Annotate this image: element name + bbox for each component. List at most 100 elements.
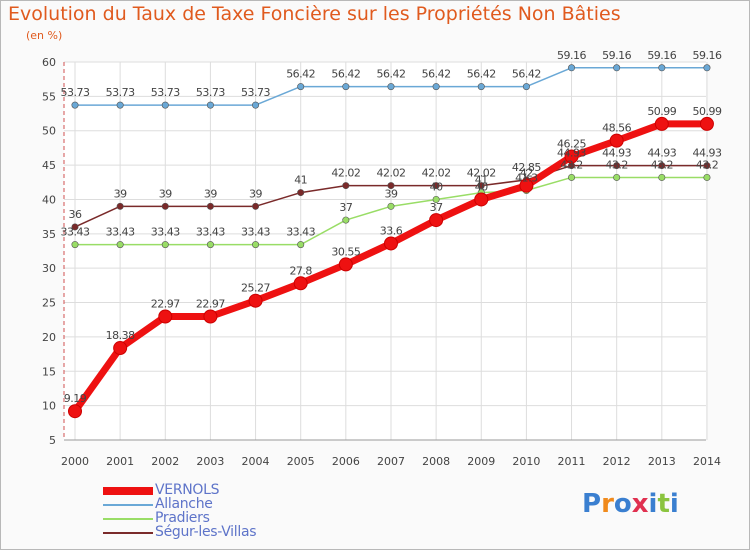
data-point-pradiers — [252, 241, 260, 249]
data-point-vernols — [474, 192, 489, 207]
data-point-segur-les-villas — [703, 162, 711, 170]
data-point-pradiers — [297, 241, 305, 249]
y-tick-label: 10 — [42, 400, 56, 413]
data-label-segur-les-villas: 39 — [114, 187, 127, 200]
data-label-vernols: 46.25 — [557, 138, 586, 151]
data-label-allanche: 59.16 — [557, 49, 586, 62]
legend-label-vernols: VERNOLS — [155, 482, 220, 498]
y-tick-label: 50 — [42, 125, 56, 138]
data-point-vernols — [654, 116, 669, 131]
data-point-pradiers — [613, 173, 621, 181]
data-label-vernols: 33.6 — [380, 224, 403, 237]
data-point-allanche — [477, 83, 485, 91]
data-label-vernols: 42 — [520, 167, 533, 180]
data-point-pradiers — [206, 241, 214, 249]
legend-swatch-segur — [103, 532, 153, 534]
legend-swatch-vernols — [103, 487, 153, 495]
data-label-segur-les-villas: 44.93 — [602, 147, 631, 160]
data-label-segur-les-villas: 44.93 — [647, 147, 676, 160]
data-label-allanche: 59.16 — [692, 49, 721, 62]
data-label-vernols: 50.99 — [692, 105, 721, 118]
data-point-allanche — [613, 64, 621, 72]
unit-label: (en %) — [26, 29, 63, 42]
data-label-segur-les-villas: 42.02 — [467, 167, 496, 180]
y-tick-label: 20 — [42, 331, 56, 344]
data-point-allanche — [297, 83, 305, 91]
x-tick-label: 2005 — [287, 455, 315, 468]
data-point-vernols — [158, 309, 173, 324]
data-label-pradiers: 33.43 — [286, 226, 315, 239]
logo-letter: t — [657, 489, 670, 519]
data-point-segur-les-villas — [71, 223, 79, 231]
data-point-allanche — [116, 101, 124, 109]
data-point-segur-les-villas — [658, 162, 666, 170]
data-label-segur-les-villas: 39 — [159, 187, 172, 200]
data-label-pradiers: 41.3 — [515, 172, 538, 185]
data-point-allanche — [252, 101, 260, 109]
data-label-pradiers: 37 — [339, 201, 352, 214]
data-point-vernols — [338, 257, 353, 272]
data-label-pradiers: 39 — [384, 187, 397, 200]
data-point-vernols — [113, 341, 128, 356]
legend-swatch-allanche — [103, 504, 153, 506]
data-label-vernols: 30.55 — [331, 245, 360, 258]
data-label-allanche: 56.42 — [422, 68, 451, 81]
y-tick-label: 55 — [42, 90, 56, 103]
proxiti-logo: Proxiti — [582, 489, 679, 519]
y-tick-label: 40 — [42, 193, 56, 206]
data-point-vernols — [609, 133, 624, 148]
data-point-pradiers — [116, 241, 124, 249]
data-label-allanche: 53.73 — [61, 86, 90, 99]
x-tick-label: 2002 — [151, 455, 179, 468]
data-label-segur-les-villas: 42.85 — [512, 161, 541, 174]
data-point-pradiers — [71, 241, 79, 249]
data-label-allanche: 53.73 — [196, 86, 225, 99]
data-label-segur-les-villas: 39 — [204, 187, 217, 200]
data-point-segur-les-villas — [613, 162, 621, 170]
logo-letter: r — [601, 489, 614, 519]
data-label-pradiers: 33.43 — [196, 226, 225, 239]
data-label-pradiers: 43.2 — [651, 158, 674, 171]
data-label-segur-les-villas: 41 — [294, 174, 307, 187]
plot-area — [64, 62, 706, 440]
data-point-pradiers — [387, 202, 395, 210]
data-label-vernols: 40 — [475, 180, 488, 193]
data-point-pradiers — [342, 216, 350, 224]
data-label-vernols: 48.56 — [602, 122, 631, 135]
legend-swatch-pradiers — [103, 518, 153, 520]
x-tick-label: 2003 — [196, 455, 224, 468]
data-point-vernols — [383, 236, 398, 251]
x-tick-label: 2014 — [693, 455, 721, 468]
data-point-vernols — [293, 276, 308, 291]
data-point-vernols — [68, 404, 82, 419]
y-tick-label: 35 — [42, 228, 56, 241]
data-label-allanche: 53.73 — [106, 86, 135, 99]
data-point-allanche — [71, 101, 79, 109]
data-point-segur-les-villas — [161, 202, 169, 210]
data-point-pradiers — [432, 195, 440, 203]
legend-label-segur: Ségur-les-Villas — [155, 524, 257, 540]
data-point-pradiers — [703, 173, 711, 181]
data-point-pradiers — [568, 173, 576, 181]
data-point-vernols — [699, 116, 714, 131]
x-tick-label: 2007 — [377, 455, 405, 468]
data-label-vernols: 22.97 — [196, 297, 225, 310]
data-point-allanche — [161, 101, 169, 109]
y-tick-label: 15 — [42, 365, 56, 378]
data-label-allanche: 59.16 — [647, 49, 676, 62]
chart-title: Evolution du Taux de Taxe Foncière sur l… — [8, 3, 621, 25]
x-tick-label: 2011 — [558, 455, 586, 468]
legend-label-pradiers: Pradiers — [155, 510, 210, 526]
data-point-segur-les-villas — [116, 202, 124, 210]
data-label-segur-les-villas: 42.02 — [422, 167, 451, 180]
data-point-segur-les-villas — [387, 182, 395, 190]
x-tick-label: 2012 — [603, 455, 631, 468]
data-label-segur-les-villas: 44.93 — [557, 147, 586, 160]
data-point-allanche — [522, 83, 530, 91]
x-tick-label: 2013 — [648, 455, 676, 468]
data-point-pradiers — [658, 173, 666, 181]
data-label-segur-les-villas: 42.02 — [376, 167, 405, 180]
x-tick-label: 2009 — [467, 455, 495, 468]
x-tick-label: 2010 — [512, 455, 540, 468]
